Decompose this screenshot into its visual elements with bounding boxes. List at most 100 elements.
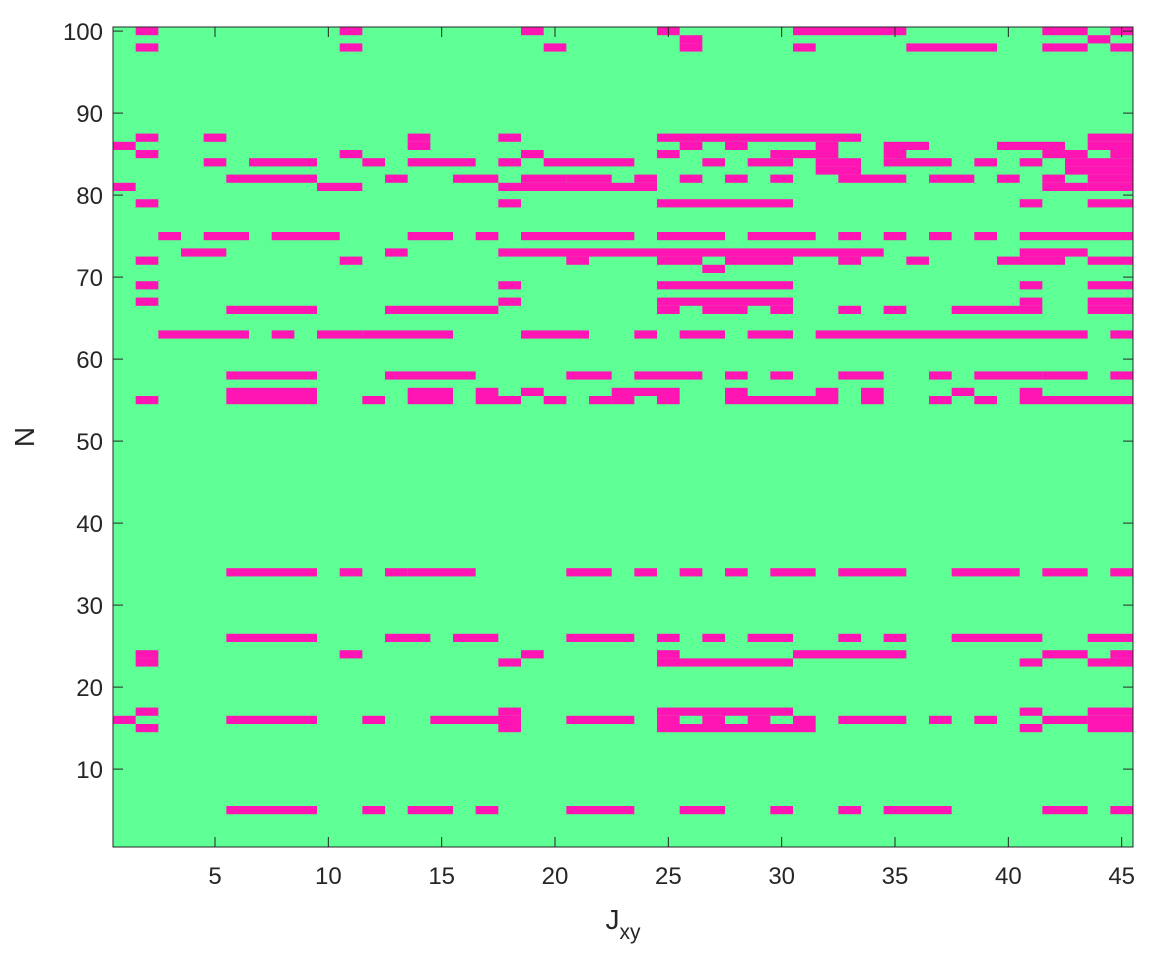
heatmap-cell [566, 174, 612, 183]
heatmap-cell [657, 150, 680, 159]
y-tick-label: 60 [76, 347, 103, 374]
heatmap-cell [838, 371, 884, 380]
heatmap-cell [1087, 724, 1133, 733]
heatmap-cell [815, 330, 1088, 339]
heatmap-cell [793, 650, 907, 659]
heatmap-cell [317, 330, 363, 339]
heatmap-cell [339, 27, 363, 36]
heatmap-cell [339, 43, 363, 52]
heatmap-cell [838, 232, 861, 241]
heatmap-cell [498, 158, 521, 167]
heatmap-cell [203, 133, 227, 142]
heatmap-cell [1042, 715, 1088, 724]
x-tick-label: 45 [1108, 863, 1135, 890]
heatmap-cell [521, 150, 544, 159]
heatmap-cell [135, 43, 159, 52]
heatmap-cell [113, 182, 136, 191]
heatmap-cell [135, 133, 159, 142]
heatmap-cell [317, 182, 363, 191]
heatmap-cell [974, 158, 997, 167]
heatmap-cell [974, 396, 997, 405]
heatmap-cell [498, 281, 521, 290]
heatmap-cell [997, 141, 1065, 150]
heatmap-cell [657, 199, 793, 208]
heatmap-cell [679, 806, 725, 815]
heatmap-cell [407, 158, 476, 167]
heatmap-cell [657, 650, 680, 659]
y-tick-label: 70 [76, 265, 103, 292]
heatmap-cell [747, 715, 771, 724]
x-tick-label: 30 [768, 863, 795, 890]
heatmap-cell [1087, 658, 1133, 667]
heatmap-cell [951, 305, 1043, 314]
heatmap-cell [475, 396, 521, 405]
x-tick-label: 20 [542, 863, 569, 890]
heatmap-cell [1019, 297, 1043, 306]
heatmap-cell [702, 305, 748, 314]
heatmap-cell [135, 199, 159, 208]
heatmap-cell [385, 305, 453, 314]
heatmap-cell [135, 724, 159, 733]
heatmap-cell [815, 141, 839, 150]
heatmap-cell [611, 387, 680, 396]
heatmap-cell [974, 715, 997, 724]
heatmap-cell [883, 141, 929, 150]
heatmap-cell [1110, 330, 1133, 339]
heatmap-cell [657, 724, 816, 733]
heatmap-cell [430, 715, 521, 724]
heatmap-cell [1087, 256, 1133, 265]
heatmap-cell [407, 232, 453, 241]
heatmap-cell [385, 371, 476, 380]
heatmap-cell [226, 371, 317, 380]
heatmap-cell [543, 43, 567, 52]
heatmap-cell [498, 248, 793, 257]
x-axis-label: Jxy [606, 904, 642, 944]
plot-frame [112, 26, 1134, 848]
y-tick-label: 100 [63, 19, 103, 46]
heatmap-cell [407, 396, 453, 405]
plot-area: 5 10 15 20 25 30 35 40 45 10 20 30 40 50 60 70 80 90 100 [63, 19, 1135, 890]
heatmap-cell [226, 305, 317, 314]
heatmap-cell [838, 568, 907, 577]
heatmap-cell [838, 633, 861, 642]
heatmap-cell [725, 256, 793, 265]
heatmap-cell [657, 707, 793, 716]
heatmap-cell [838, 174, 907, 183]
heatmap-cell [203, 232, 249, 241]
heatmap-cell [702, 158, 725, 167]
heatmap-cell [679, 330, 725, 339]
heatmap-cell [657, 232, 725, 241]
heatmap-cell [135, 256, 159, 265]
heatmap-cell [657, 396, 680, 405]
x-axis-label-main: J [606, 904, 620, 935]
heatmap-cell [385, 633, 431, 642]
x-tick-label: 25 [655, 863, 682, 890]
heatmap-cell [113, 141, 136, 150]
heatmap-cell [657, 658, 793, 667]
y-tick-label: 40 [76, 511, 103, 538]
heatmap-cell [1087, 141, 1133, 150]
heatmap-cell [226, 387, 317, 396]
heatmap-cell [362, 715, 385, 724]
heatmap-cell [702, 264, 725, 273]
heatmap-cell [657, 633, 680, 642]
heatmap-cell [679, 568, 703, 577]
heatmap-cell [226, 806, 317, 815]
heatmap-cell [770, 371, 793, 380]
y-tick-label: 80 [76, 183, 103, 210]
heatmap-cell [1042, 806, 1088, 815]
x-tick-label: 5 [208, 863, 221, 890]
heatmap-cell [543, 396, 567, 405]
heatmap-cell [679, 35, 703, 44]
heatmap-cell [725, 387, 748, 396]
heatmap-cell [566, 633, 635, 642]
heatmap-cell [815, 158, 861, 167]
heatmap-cell [407, 806, 453, 815]
heatmap-cell [385, 248, 408, 257]
heatmap-cell [339, 150, 363, 159]
y-tick-label: 90 [76, 101, 103, 128]
heatmap-cell [226, 396, 317, 405]
heatmap-cell [634, 568, 657, 577]
heatmap-cell [339, 256, 363, 265]
heatmap-cells [113, 27, 1133, 815]
